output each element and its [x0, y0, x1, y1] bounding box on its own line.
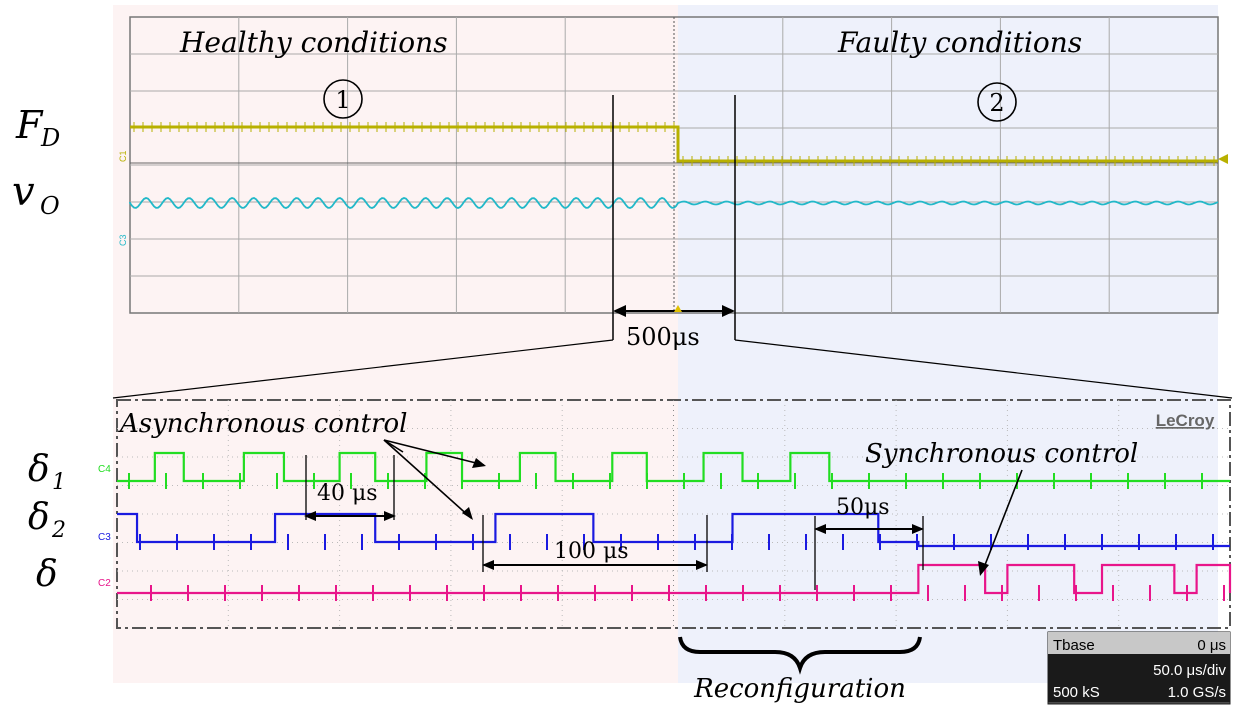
marker-2-circle	[977, 82, 1017, 122]
trace-noise-spikes	[128, 473, 1203, 489]
series-label-vO: v O	[12, 169, 60, 220]
svg-text:1: 1	[52, 470, 66, 495]
marker-1-label: 1	[335, 86, 350, 114]
trace-noise-spikes	[150, 585, 1225, 601]
t50-label: 50μs	[836, 495, 890, 520]
trace-delta2	[117, 512, 1230, 548]
reconfiguration-brace	[678, 636, 922, 675]
series-label-delta2: δ 2	[28, 497, 66, 543]
marker-2-label: 2	[989, 89, 1004, 117]
series-label-FD: F D	[15, 103, 60, 152]
t40-arrowhead-right	[384, 511, 396, 521]
tbase-label: Tbase	[1053, 637, 1095, 654]
channel-tag-top-2: C3	[118, 234, 128, 246]
svg-text:δ: δ	[28, 449, 50, 490]
zoom-span-arrowhead-left	[613, 305, 626, 317]
async-arrows	[383, 439, 485, 519]
t40-label: 40 μs	[317, 481, 378, 506]
async-control-label: Asynchronous control	[118, 409, 408, 439]
series-label-delta1: δ 1	[28, 449, 66, 495]
zoom-span-label: 500μs	[626, 323, 700, 351]
sample-rate: 1.0 GS/s	[1168, 684, 1226, 701]
trace-delta1	[117, 451, 1230, 483]
t100-arrowhead-right	[696, 560, 708, 570]
scope-info-box: Tbase 0 μs 50.0 μs/div 500 kS 1.0 GS/s	[1047, 631, 1231, 705]
t100-arrowhead-left	[482, 560, 494, 570]
reconfiguration-label: Reconfiguration	[693, 674, 906, 704]
healthy-conditions-label: Healthy conditions	[179, 26, 448, 59]
faulty-conditions-label: Faulty conditions	[837, 26, 1082, 59]
trace-noise-spikes	[139, 534, 1214, 550]
svg-text:D: D	[40, 124, 60, 152]
channel-tag-c4: C4	[98, 464, 111, 475]
t40-arrowhead-left	[304, 511, 316, 521]
top-scope-traces	[129, 122, 1228, 209]
svg-text:δ: δ	[28, 497, 50, 538]
bottom-scope-traces	[117, 451, 1232, 601]
time-per-div: 50.0 μs/div	[1153, 662, 1226, 679]
trace-vO	[129, 197, 1219, 209]
sample-count: 500 kS	[1053, 684, 1100, 701]
tbase-value: 0 μs	[1197, 637, 1226, 654]
sync-arrowhead	[978, 561, 989, 576]
marker-1-circle	[323, 79, 363, 119]
trace-delta	[117, 563, 1232, 595]
channel-tag-top-1: C1	[118, 150, 128, 162]
t50-arrowhead-right	[912, 524, 924, 534]
trigger-marker	[674, 305, 682, 312]
channel-tag-c2: C2	[98, 578, 111, 589]
FD-level-marker	[1218, 154, 1228, 164]
sync-arrow	[982, 469, 1023, 571]
zoom-projection-right	[734, 339, 1233, 399]
t50-arrowhead-left	[814, 524, 826, 534]
async-arrowheads	[462, 458, 486, 520]
svg-text:v: v	[12, 169, 35, 215]
svg-text:2: 2	[51, 518, 66, 543]
series-label-delta: δ	[36, 554, 58, 595]
faulty-region-bg	[678, 5, 1218, 683]
trace-FD-spikes	[133, 122, 1215, 166]
svg-text:O: O	[40, 192, 60, 220]
healthy-region-bg	[113, 5, 678, 683]
zoom-span-arrowhead-right	[722, 305, 735, 317]
t100-label: 100 μs	[554, 539, 629, 564]
lecroy-logo: LeCroy	[1156, 411, 1215, 430]
zoom-projection-left	[112, 339, 614, 399]
sync-control-label: Synchronous control	[865, 439, 1138, 469]
channel-tag-c3: C3	[98, 532, 111, 543]
svg-text:F: F	[15, 103, 44, 147]
